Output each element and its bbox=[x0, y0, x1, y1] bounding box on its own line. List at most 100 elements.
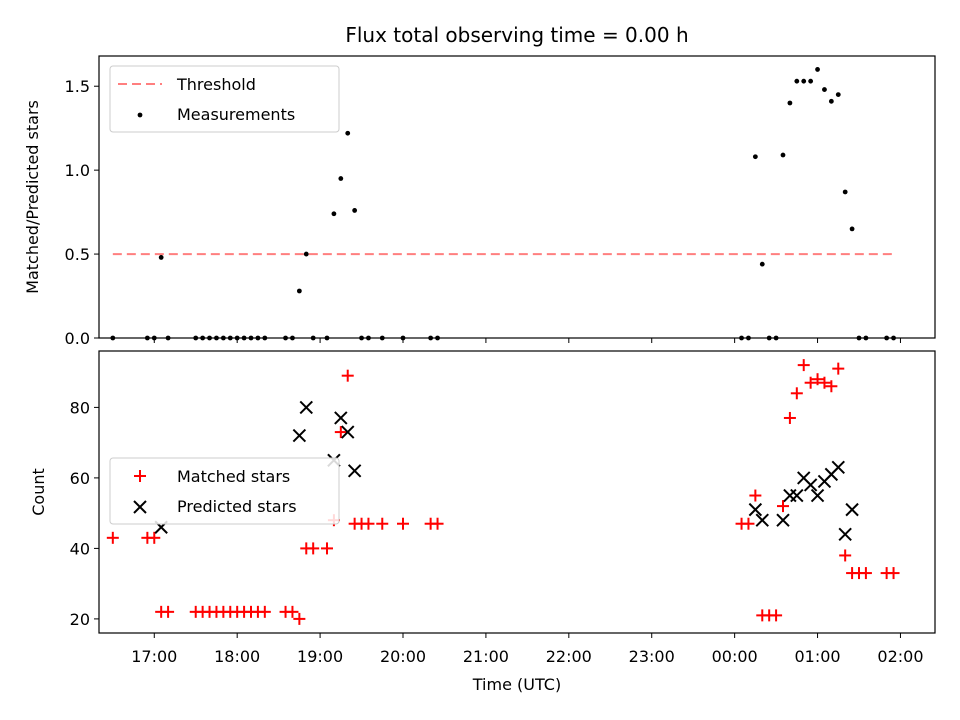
measurement-points bbox=[110, 67, 896, 341]
top-y-tick-label: 0.5 bbox=[65, 245, 90, 264]
measurement-point bbox=[310, 335, 316, 341]
top-y-axis-title: Matched/Predicted stars bbox=[23, 100, 42, 294]
measurement-point bbox=[144, 335, 150, 341]
predicted-star-point bbox=[831, 460, 845, 475]
measurement-point bbox=[856, 335, 862, 341]
matched-star-point bbox=[148, 531, 161, 544]
measurement-point bbox=[290, 335, 295, 341]
measurement-point bbox=[345, 130, 351, 136]
measurement-point bbox=[158, 255, 164, 260]
top-legend-box bbox=[109, 65, 340, 133]
threshold-legend-label: Threshold bbox=[176, 75, 256, 94]
measurement-point bbox=[766, 335, 772, 341]
bottom-panel-frame bbox=[98, 350, 936, 634]
matched-star-point bbox=[397, 517, 409, 530]
bottom-y-tick-label: 80 bbox=[70, 398, 90, 417]
matched-star-point bbox=[770, 609, 783, 622]
measurement-point bbox=[227, 335, 233, 341]
top-legend: Threshold Measurements bbox=[109, 65, 340, 133]
measurement-point bbox=[428, 335, 434, 341]
x-tick-label: 19:00 bbox=[297, 647, 343, 666]
measurement-point bbox=[759, 261, 765, 267]
measurement-point bbox=[214, 335, 219, 341]
measurement-point bbox=[787, 100, 793, 106]
x-tick-label: 22:00 bbox=[546, 647, 592, 666]
bottom-count-panel: 20 40 60 80 17:00 18:00 19:00 20:00 21:00 22:00 2… bbox=[29, 350, 936, 694]
measurement-point bbox=[884, 335, 890, 341]
matched-star-point bbox=[341, 369, 354, 382]
measurement-point bbox=[200, 335, 206, 341]
measurement-point bbox=[193, 335, 199, 341]
bottom-y-axis-title: Count bbox=[29, 468, 48, 516]
matched-star-points bbox=[106, 359, 900, 625]
x-tick-label: 17:00 bbox=[131, 647, 177, 666]
matched-star-point bbox=[818, 376, 831, 389]
predicted-star-point bbox=[810, 488, 825, 503]
x-tick-label: 02:00 bbox=[877, 647, 923, 666]
matched-star-point bbox=[362, 517, 375, 530]
measurement-point bbox=[815, 67, 820, 72]
bottom-legend: Matched stars Predicted stars bbox=[109, 457, 340, 525]
x-tick-label: 18:00 bbox=[214, 647, 260, 666]
measurement-point bbox=[220, 335, 226, 341]
measurement-point bbox=[808, 78, 814, 84]
matched-star-point bbox=[777, 500, 789, 513]
measurement-point bbox=[165, 335, 171, 341]
predicted-legend-label: Predicted stars bbox=[177, 497, 297, 516]
predicted-star-point bbox=[341, 425, 355, 439]
matched-star-point bbox=[286, 605, 299, 618]
matched-star-point bbox=[832, 362, 845, 375]
predicted-star-point bbox=[334, 411, 348, 425]
bottom-x-axis: 17:00 18:00 19:00 20:00 21:00 22:00 23:00 00:00… bbox=[131, 633, 924, 666]
matched-star-point bbox=[783, 411, 796, 424]
measurement-point bbox=[331, 211, 337, 217]
bottom-legend-box bbox=[109, 457, 340, 525]
measurement-point bbox=[207, 335, 212, 341]
measurement-point bbox=[746, 335, 751, 341]
measurement-point bbox=[842, 189, 848, 195]
measurement-point bbox=[435, 335, 440, 341]
predicted-star-point bbox=[292, 428, 307, 443]
matched-star-point bbox=[797, 359, 810, 372]
matched-star-point bbox=[790, 387, 803, 400]
measurement-point bbox=[262, 335, 268, 341]
measurement-point bbox=[241, 335, 247, 341]
predicted-star-point bbox=[838, 527, 852, 542]
matched-star-point bbox=[321, 542, 333, 555]
bottom-y-tick-label: 20 bbox=[70, 610, 90, 629]
measurement-point bbox=[248, 335, 254, 341]
x-tick-label: 21:00 bbox=[463, 647, 509, 666]
measurement-point bbox=[752, 154, 758, 160]
matched-star-point bbox=[334, 426, 347, 439]
measurement-point bbox=[303, 251, 309, 257]
measurement-point bbox=[400, 335, 406, 341]
bottom-y-axis: 20 40 60 80 bbox=[70, 398, 99, 629]
matched-star-point bbox=[307, 542, 320, 555]
x-axis-title: Time (UTC) bbox=[472, 675, 561, 694]
matched-star-point bbox=[839, 549, 852, 562]
measurement-point bbox=[366, 335, 371, 341]
measurement-point bbox=[352, 208, 358, 213]
measurement-point bbox=[338, 176, 344, 181]
predicted-star-point bbox=[748, 502, 763, 517]
matched-legend-label: Matched stars bbox=[177, 467, 290, 486]
top-y-tick-label: 0.0 bbox=[65, 329, 90, 348]
matched-star-point bbox=[825, 380, 838, 393]
predicted-star-point bbox=[776, 513, 790, 527]
matched-star-point bbox=[811, 373, 824, 386]
top-ratio-panel: 0.0 0.5 1.0 1.5 Matched/Predicted stars Thr… bbox=[23, 55, 936, 348]
measurement-point bbox=[739, 335, 744, 341]
measurements-legend-swatch bbox=[137, 112, 143, 118]
measurement-point bbox=[110, 335, 116, 341]
measurement-point bbox=[255, 335, 261, 341]
matched-star-point bbox=[742, 517, 755, 530]
x-tick-label: 20:00 bbox=[380, 647, 426, 666]
measurement-point bbox=[283, 335, 288, 341]
measurement-point bbox=[359, 335, 364, 341]
predicted-star-point bbox=[299, 400, 313, 415]
measurement-point bbox=[780, 152, 786, 158]
matched-legend-swatch bbox=[134, 470, 146, 482]
matched-star-point bbox=[293, 612, 306, 625]
x-tick-label: 01:00 bbox=[794, 647, 840, 666]
measurement-point bbox=[822, 87, 827, 92]
